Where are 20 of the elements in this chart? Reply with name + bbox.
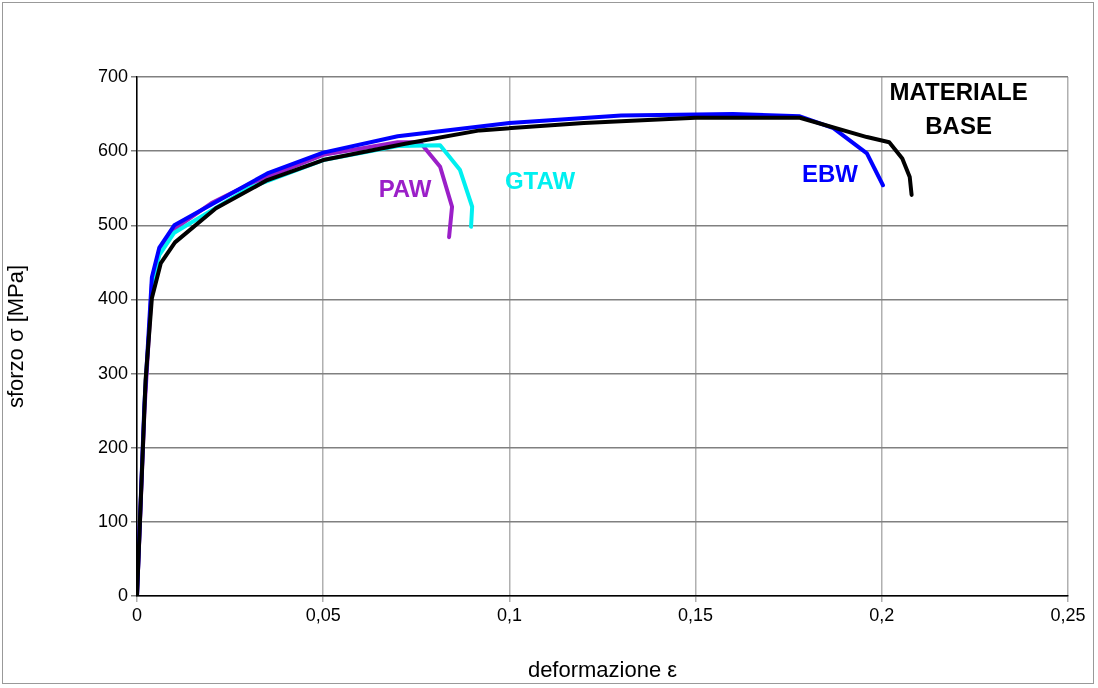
x-tick-label: 0,25: [1050, 604, 1086, 625]
x-tick-label: 0: [131, 604, 143, 625]
series-label: PAW: [378, 174, 432, 202]
y-tick-label: 700: [97, 65, 128, 86]
series-label: MATERIALE BASE: [889, 77, 1028, 139]
y-tick-label: 600: [97, 140, 128, 161]
x-tick-label: 0,1: [496, 604, 522, 625]
x-tick-label: 0,2: [869, 604, 895, 625]
y-tick-label: 400: [97, 288, 128, 309]
y-axis-title: sforzo σ [MPa]: [3, 264, 29, 409]
y-tick-label: 300: [97, 362, 128, 383]
y-tick-label: 0: [117, 584, 128, 605]
y-tick-label: 500: [97, 214, 128, 235]
x-tick-label: 0,15: [678, 604, 714, 625]
series-label: EBW: [801, 159, 859, 187]
y-tick-label: 100: [97, 510, 128, 531]
series-label: GTAW: [504, 167, 576, 195]
y-tick-label: 200: [97, 436, 128, 457]
x-axis-title: deformazione ε: [527, 656, 678, 682]
x-tick-label: 0,05: [305, 604, 341, 625]
